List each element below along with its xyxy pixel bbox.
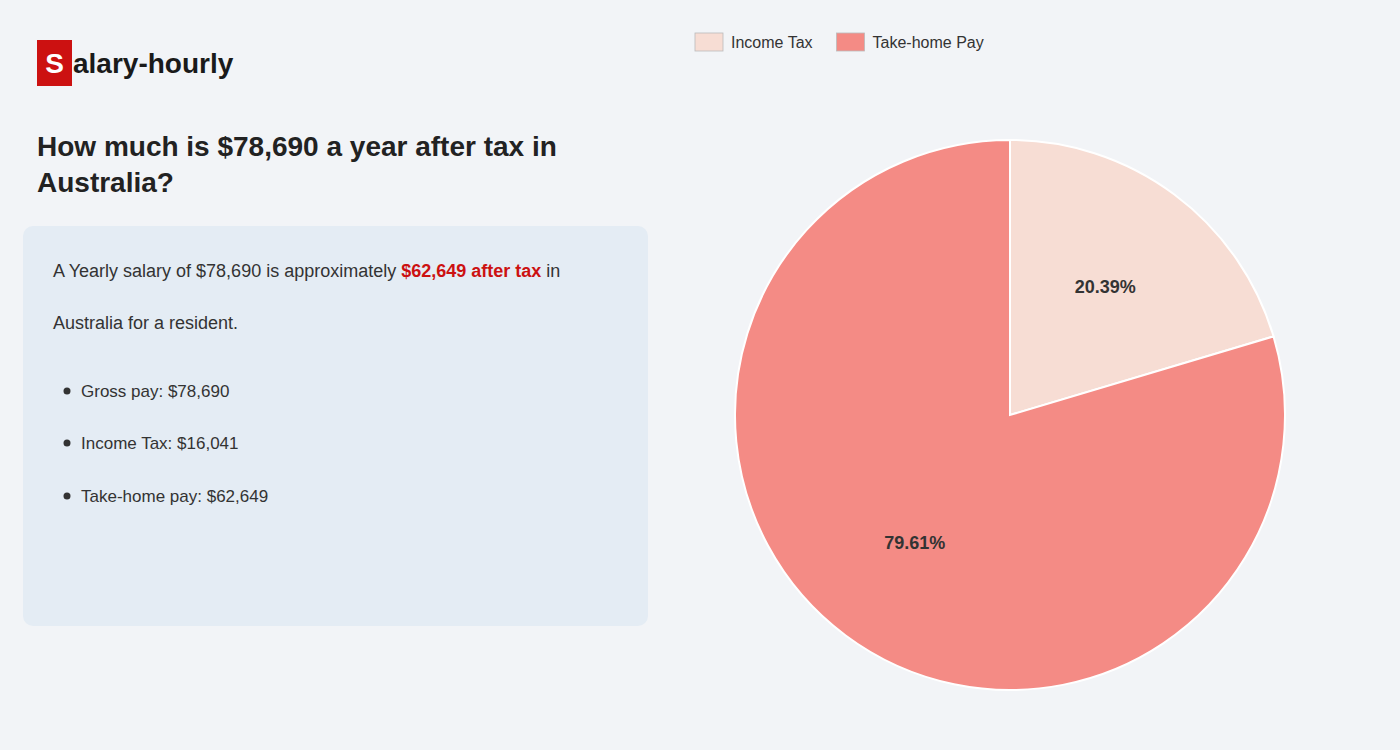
pie-area: 20.39% 79.61% <box>735 140 1285 690</box>
legend-item: Take-home Pay <box>837 33 984 51</box>
info-highlight: $62,649 after tax <box>401 261 541 281</box>
pie-slice <box>735 140 1285 690</box>
chart: Salary-hourly How much is $78,690 a year … <box>0 0 1400 750</box>
slices <box>735 140 1285 690</box>
text-panel: Salary-hourly How much is $78,690 a year … <box>23 40 648 626</box>
bullet-text: Gross pay: $78,690 <box>81 382 229 401</box>
info-line: A Yearly salary of $78,690 is approximat… <box>53 261 560 281</box>
legend: Income Tax Take-home Pay <box>695 33 984 51</box>
info-text: in <box>541 261 560 281</box>
bullet <box>64 388 71 395</box>
bullet-text: Take-home pay: $62,649 <box>81 487 268 506</box>
legend-item: Income Tax <box>695 33 813 51</box>
bullet <box>64 440 71 447</box>
bullet <box>64 493 71 500</box>
logo-text: alary-hourly <box>73 48 234 79</box>
data-label: 20.39% <box>1075 277 1136 297</box>
info-box <box>23 226 648 626</box>
logo-box <box>37 40 72 86</box>
background <box>0 0 1400 750</box>
legend-swatch <box>695 33 723 51</box>
info-text: Australia for a resident. <box>53 313 238 333</box>
info-text: A Yearly salary of $78,690 is approximat… <box>53 261 401 281</box>
legend-label: Income Tax <box>731 34 813 51</box>
logo-letter: S <box>45 48 64 79</box>
title: How much is $78,690 a year after tax inA… <box>37 131 557 198</box>
data-label: 79.61% <box>884 533 945 553</box>
legend-swatch <box>837 33 865 51</box>
legend-label: Take-home Pay <box>873 34 984 51</box>
bullet-text: Income Tax: $16,041 <box>81 434 239 453</box>
